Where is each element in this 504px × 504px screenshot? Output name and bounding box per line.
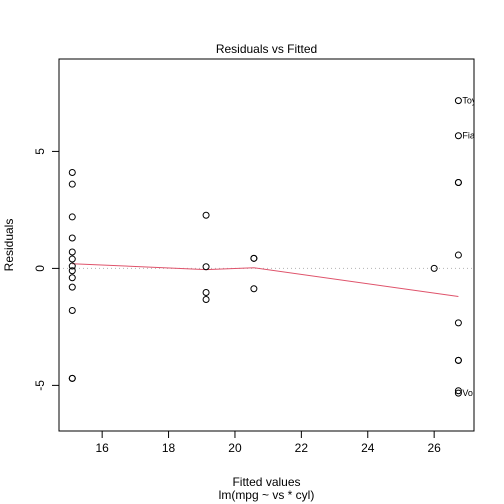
chart-title: Residuals vs Fitted — [216, 42, 317, 56]
x-tick-label-1: 18 — [162, 441, 176, 455]
data-point-12 — [68, 374, 76, 382]
x-tick-label-3: 22 — [295, 441, 309, 455]
y-axis-label: Residuals — [2, 219, 16, 272]
x-tick-label-4: 24 — [361, 441, 375, 455]
data-point-3 — [68, 234, 76, 242]
x-tick-label-2: 20 — [228, 441, 242, 455]
data-point-1 — [68, 180, 76, 188]
data-point-21 — [454, 97, 462, 105]
point-annotation-2: Volvo 142E — [462, 388, 504, 398]
data-point-6 — [68, 262, 76, 270]
data-point-18 — [250, 254, 258, 262]
y-tick-label-2: 5 — [33, 148, 47, 155]
data-point-7 — [68, 267, 76, 275]
data-point-24 — [454, 179, 462, 187]
data-point-25 — [454, 251, 462, 259]
model-formula-subtitle: lm(mpg ~ vs * cyl) — [219, 488, 315, 502]
data-point-5 — [68, 255, 76, 263]
point-annotation-1: Fiat 128 — [462, 131, 495, 141]
data-point-2 — [68, 213, 76, 221]
data-point-13 — [202, 211, 210, 219]
data-point-19 — [250, 285, 258, 293]
y-tick-label-0: -5 — [33, 380, 47, 391]
data-point-15 — [202, 288, 210, 296]
data-point-26 — [454, 319, 462, 327]
data-point-0 — [68, 168, 76, 176]
x-tick-label-5: 26 — [427, 441, 441, 455]
smoother-line — [72, 263, 459, 297]
data-point-9 — [68, 283, 76, 291]
data-point-8 — [68, 274, 76, 282]
data-point-16 — [202, 296, 210, 304]
plot-frame — [58, 58, 475, 432]
x-tick-label-0: 16 — [95, 441, 109, 455]
x-axis-label: Fitted values — [232, 475, 300, 489]
data-point-22 — [454, 132, 462, 140]
data-point-4 — [68, 248, 76, 256]
data-point-14 — [202, 263, 210, 271]
point-annotation-0: Toyota Corolla — [462, 96, 504, 106]
data-point-30 — [454, 389, 462, 397]
data-point-28 — [454, 356, 462, 364]
data-point-20 — [430, 264, 438, 272]
y-tick-label-1: 0 — [33, 265, 47, 272]
data-point-29 — [454, 387, 462, 395]
data-point-10 — [68, 307, 76, 315]
